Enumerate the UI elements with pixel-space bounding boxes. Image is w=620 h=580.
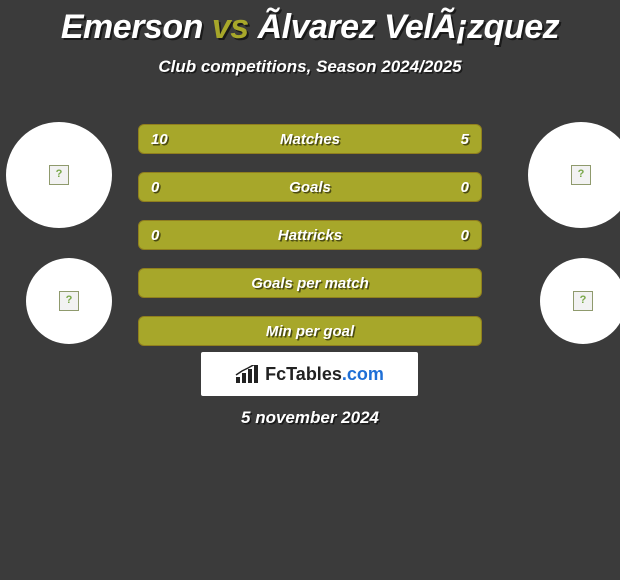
stat-label: Min per goal [151, 323, 469, 340]
stat-row-gpm: Goals per match [138, 268, 482, 298]
stat-row-mpg: Min per goal [138, 316, 482, 346]
stat-label: Matches [181, 131, 439, 148]
comparison-card: Emerson vs Ãlvarez VelÃ¡zquez Club compe… [0, 0, 620, 580]
broken-image-icon: ? [49, 165, 69, 185]
broken-image-icon: ? [573, 291, 593, 311]
stat-right: 0 [439, 179, 469, 196]
avatar-player1-club: ? [6, 122, 112, 228]
subtitle: Club competitions, Season 2024/2025 [0, 57, 620, 77]
avatar-player1: ? [26, 258, 112, 344]
brand-badge: FcTables.com [201, 352, 418, 396]
stat-right: 0 [439, 227, 469, 244]
stat-right: 5 [439, 131, 469, 148]
avatar-player2-club: ? [528, 122, 620, 228]
stat-row-matches: 10 Matches 5 [138, 124, 482, 154]
stat-label: Goals per match [151, 275, 469, 292]
bar-chart-icon [235, 365, 259, 383]
title-player1: Emerson [61, 8, 203, 46]
stats-table: 10 Matches 5 0 Goals 0 0 Hattricks 0 Goa… [138, 124, 482, 364]
stat-label: Goals [181, 179, 439, 196]
title-vs: vs [212, 8, 249, 46]
stat-row-goals: 0 Goals 0 [138, 172, 482, 202]
stat-left: 10 [151, 131, 181, 148]
brand-text: FcTables.com [265, 364, 384, 385]
avatar-player2: ? [540, 258, 620, 344]
broken-image-icon: ? [59, 291, 79, 311]
footer-date: 5 november 2024 [0, 408, 620, 428]
stat-label: Hattricks [181, 227, 439, 244]
broken-image-icon: ? [571, 165, 591, 185]
stat-left: 0 [151, 179, 181, 196]
stat-row-hattricks: 0 Hattricks 0 [138, 220, 482, 250]
brand-prefix: FcTables [265, 364, 342, 384]
title-player2: Ãlvarez VelÃ¡zquez [258, 8, 560, 46]
page-title: Emerson vs Ãlvarez VelÃ¡zquez [0, 0, 620, 47]
brand-suffix: .com [342, 364, 384, 384]
stat-left: 0 [151, 227, 181, 244]
